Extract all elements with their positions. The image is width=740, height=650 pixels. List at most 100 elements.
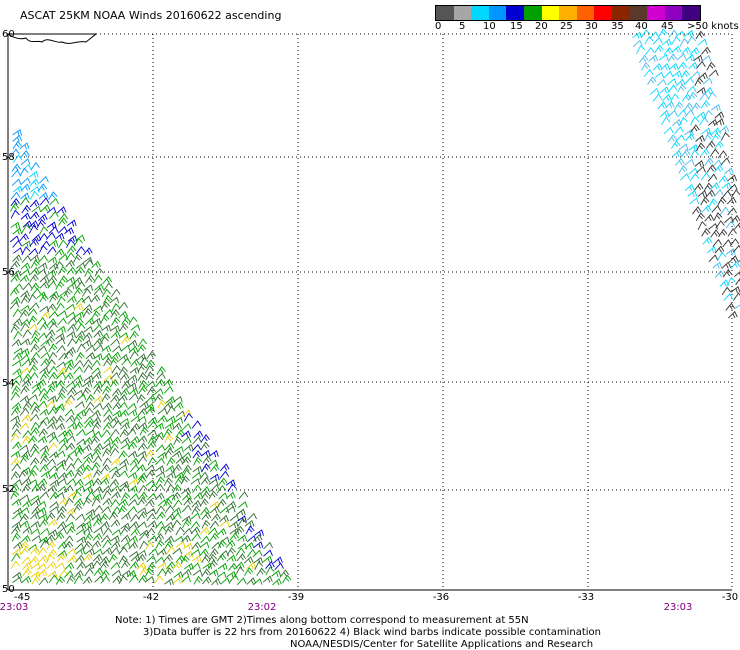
wind-barb xyxy=(235,547,246,556)
wind-barb xyxy=(263,541,273,550)
wind-barb xyxy=(211,577,221,586)
wind-barb xyxy=(93,329,104,338)
wind-barb xyxy=(689,172,700,182)
wind-barb xyxy=(82,576,93,585)
wind-barb xyxy=(129,330,139,340)
wind-barb xyxy=(685,53,696,62)
wind-barb xyxy=(136,464,146,472)
wind-barb xyxy=(37,420,48,429)
wind-barb xyxy=(110,561,121,570)
wind-barb xyxy=(200,476,211,485)
wind-barb xyxy=(137,510,148,520)
wind-barb xyxy=(229,574,239,583)
wind-barb xyxy=(191,420,202,429)
wind-barb xyxy=(73,503,83,513)
wind-barb xyxy=(129,457,140,466)
wind-barb xyxy=(84,317,95,326)
wind-barb xyxy=(22,499,33,508)
wind-barb xyxy=(22,220,33,228)
wind-barb xyxy=(12,140,22,150)
wind-barb xyxy=(92,371,102,380)
wind-barb xyxy=(20,177,31,185)
wind-barb xyxy=(83,526,93,534)
wind-barb xyxy=(181,487,191,495)
wind-barb xyxy=(181,436,192,444)
wind-barb xyxy=(111,506,121,515)
wind-barb xyxy=(57,317,67,326)
wind-barb xyxy=(40,455,50,465)
wind-barb xyxy=(85,401,95,410)
wind-barb xyxy=(247,548,257,558)
wind-barb xyxy=(193,456,203,466)
wind-barb xyxy=(727,183,738,192)
wind-barb xyxy=(137,422,148,430)
wind-barb xyxy=(22,373,32,382)
wind-barb xyxy=(695,30,705,40)
wind-barb xyxy=(695,142,706,152)
wind-barb xyxy=(262,555,273,563)
wind-barb xyxy=(208,459,218,467)
wind-barb xyxy=(21,414,32,422)
wind-barb xyxy=(146,386,157,396)
wind-barb xyxy=(108,553,118,563)
wind-barb xyxy=(29,464,39,474)
wind-barb xyxy=(36,500,47,508)
wind-barb xyxy=(156,568,167,577)
wind-barb xyxy=(48,405,59,415)
wind-barb xyxy=(693,182,704,191)
wind-barb xyxy=(10,260,21,269)
wind-barb xyxy=(220,577,231,585)
wind-barb xyxy=(252,549,263,558)
wind-barb xyxy=(75,245,86,255)
wind-barb xyxy=(21,255,32,263)
wind-barb xyxy=(118,366,128,376)
wind-barb xyxy=(75,335,85,345)
wind-barb xyxy=(118,555,128,565)
wind-barb xyxy=(118,498,129,507)
wind-barb xyxy=(717,251,727,261)
wind-barb xyxy=(144,365,154,374)
wind-barb xyxy=(100,464,111,473)
wind-barb xyxy=(714,118,725,126)
wind-barb xyxy=(10,323,20,333)
wind-barb xyxy=(112,575,123,584)
wind-barb xyxy=(28,315,38,325)
wind-barb xyxy=(47,395,58,403)
wind-barb xyxy=(75,513,85,521)
wind-barb xyxy=(120,387,130,396)
wind-barb xyxy=(37,213,48,222)
wind-barb xyxy=(164,442,175,451)
wind-barb xyxy=(676,78,686,87)
wind-barb xyxy=(238,491,249,500)
wind-barb xyxy=(99,556,110,565)
wind-barb xyxy=(253,541,264,549)
wind-barb xyxy=(200,441,210,451)
wind-barb xyxy=(39,293,49,303)
wind-barb xyxy=(157,548,167,556)
wind-barb xyxy=(109,442,119,452)
wind-barb xyxy=(102,539,112,549)
wind-barb xyxy=(110,540,121,549)
wind-barb xyxy=(39,175,49,184)
wind-barb xyxy=(56,206,67,214)
wind-barb xyxy=(684,158,695,166)
wind-barb xyxy=(84,420,94,429)
wind-barb xyxy=(148,483,158,492)
wind-barb xyxy=(28,170,39,178)
wind-barb xyxy=(229,514,240,522)
wind-barb xyxy=(200,449,211,457)
wind-barb xyxy=(714,245,725,254)
wind-barb xyxy=(632,31,642,39)
wind-barb xyxy=(108,511,119,520)
wind-barb xyxy=(138,491,148,500)
wind-barb xyxy=(680,69,690,79)
wind-barb xyxy=(91,448,102,457)
wind-barb xyxy=(688,61,699,70)
wind-barb xyxy=(112,401,122,411)
wind-barb xyxy=(157,562,168,570)
wind-barb xyxy=(689,149,699,159)
wind-barb xyxy=(54,405,65,415)
wind-barb xyxy=(12,374,23,382)
wind-barb xyxy=(39,539,50,549)
wind-barb xyxy=(166,561,176,570)
